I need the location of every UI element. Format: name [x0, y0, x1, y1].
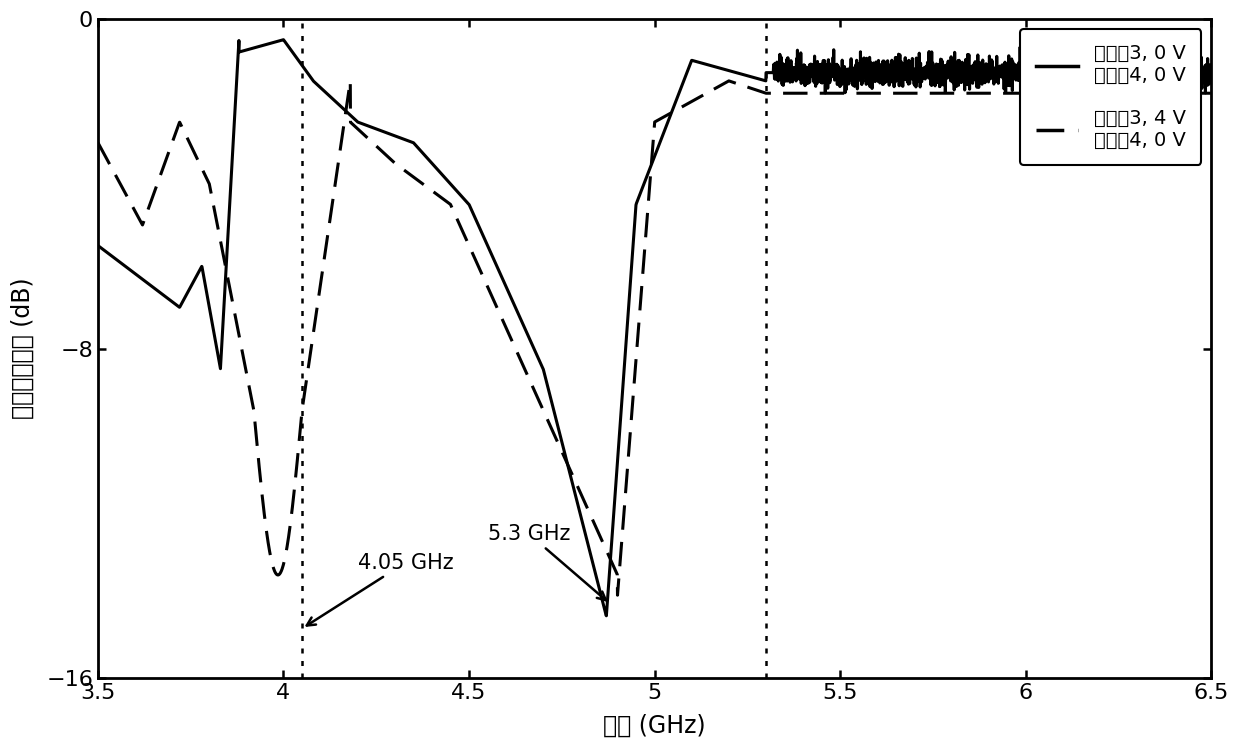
- Legend: 二极关3, 0 V
二极关4, 0 V, 二极关3, 4 V
二极关4, 0 V: 二极关3, 0 V 二极关4, 0 V, 二极关3, 4 V 二极关4, 0 V: [1021, 28, 1202, 166]
- Y-axis label: 测量传输系数 (dB): 测量传输系数 (dB): [11, 278, 35, 419]
- Text: 5.3 GHz: 5.3 GHz: [487, 524, 606, 600]
- Text: 4.05 GHz: 4.05 GHz: [306, 553, 454, 625]
- X-axis label: 频率 (GHz): 频率 (GHz): [604, 714, 706, 738]
